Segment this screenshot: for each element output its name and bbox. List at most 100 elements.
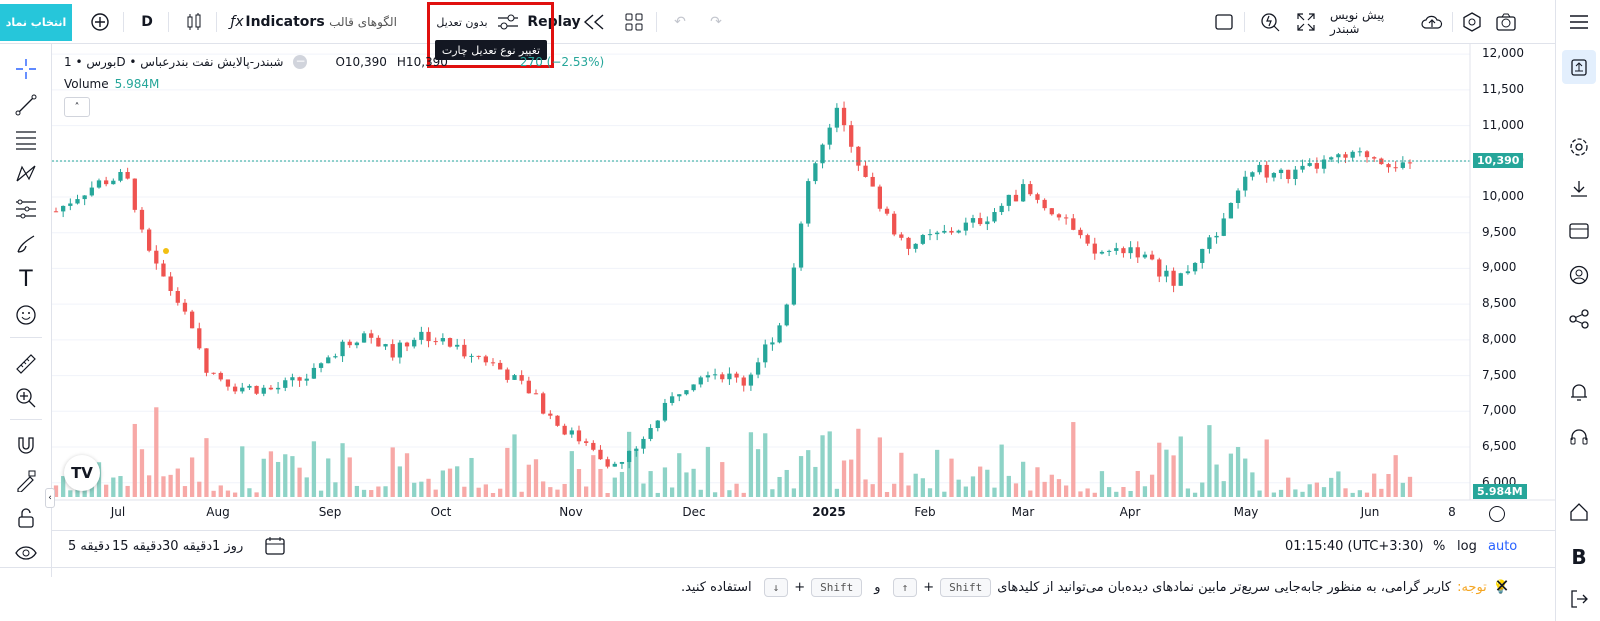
fib-retracement-icon[interactable] bbox=[10, 124, 42, 154]
home-icon[interactable] bbox=[1562, 495, 1596, 529]
collapse-toolbar-handle[interactable]: ‹ bbox=[45, 488, 55, 508]
download-icon[interactable] bbox=[1562, 172, 1596, 206]
volume-bar bbox=[1300, 491, 1305, 497]
fullscreen-frame-icon[interactable] bbox=[1210, 0, 1238, 44]
range-30min[interactable]: 30 دقیقه bbox=[162, 538, 213, 554]
adjustment-settings-icon[interactable] bbox=[494, 0, 522, 44]
crosshair-icon[interactable] bbox=[10, 54, 42, 84]
volume-bar bbox=[369, 490, 374, 497]
watchlist-icon[interactable] bbox=[1562, 50, 1596, 84]
lock-drawing-icon[interactable] bbox=[10, 466, 42, 496]
settings-gear-icon[interactable] bbox=[1562, 130, 1596, 164]
layouts-label[interactable]: الگوهای قالب bbox=[329, 15, 397, 29]
alerts-bell-icon[interactable] bbox=[1562, 375, 1596, 409]
collapse-legend-button[interactable]: ˄ bbox=[64, 97, 90, 117]
publish-label[interactable]: پیش نویس شبندر bbox=[1330, 8, 1385, 36]
cloud-upload-icon[interactable] bbox=[1418, 0, 1446, 44]
candle-body bbox=[490, 362, 496, 364]
user-icon[interactable] bbox=[1562, 258, 1596, 292]
pattern-icon[interactable] bbox=[10, 159, 42, 189]
volume-bar bbox=[304, 477, 309, 497]
eye-icon[interactable] bbox=[10, 538, 42, 568]
volume-bar bbox=[1271, 492, 1277, 497]
expand-icon[interactable] bbox=[1292, 0, 1320, 44]
prediction-tools-icon[interactable] bbox=[10, 194, 42, 224]
share-icon[interactable] bbox=[1562, 302, 1596, 336]
volume-bar bbox=[197, 481, 202, 497]
tradingview-logo[interactable]: TV bbox=[64, 455, 100, 491]
emoji-icon[interactable] bbox=[10, 300, 42, 330]
hide-legend-icon[interactable]: − bbox=[293, 54, 308, 69]
volume-bar bbox=[419, 481, 424, 497]
text-tool-icon[interactable]: T bbox=[19, 266, 33, 292]
date-range-icon[interactable] bbox=[264, 531, 286, 561]
replay-button[interactable]: Replay bbox=[527, 14, 581, 30]
volume-bar bbox=[906, 485, 911, 497]
candle-body bbox=[849, 125, 854, 147]
candle-body bbox=[541, 393, 546, 414]
percent-toggle[interactable]: % bbox=[1433, 538, 1446, 554]
volume-bar bbox=[691, 468, 696, 497]
indicators-button[interactable]: Indicators bbox=[245, 14, 325, 30]
quick-search-icon[interactable] bbox=[1256, 0, 1284, 44]
range-5min[interactable]: 5 دقیقه bbox=[68, 538, 110, 554]
symbol-title[interactable]: بورس • 1D • شبندر-پالایش نفت بندرعباس bbox=[64, 55, 284, 69]
volume-bar bbox=[53, 485, 59, 497]
adjustment-label[interactable]: بدون تعدیل bbox=[436, 15, 488, 29]
compare-add-icon[interactable] bbox=[86, 0, 114, 44]
indicators-icon[interactable]: ƒx bbox=[230, 14, 244, 30]
candle-body bbox=[1006, 194, 1011, 206]
brush-icon[interactable] bbox=[10, 229, 42, 259]
notice-prefix: توجه: bbox=[1457, 580, 1487, 595]
layout-grid-icon[interactable] bbox=[620, 0, 648, 44]
volume-bar bbox=[490, 492, 496, 497]
candle-body bbox=[1386, 164, 1391, 168]
rewind-icon[interactable] bbox=[580, 0, 608, 44]
volume-bar bbox=[684, 472, 689, 497]
settings-hexagon-icon[interactable] bbox=[1458, 0, 1486, 44]
candle-body bbox=[182, 302, 188, 312]
redo-icon[interactable]: ↷ bbox=[710, 14, 722, 30]
range-1day[interactable]: 1 روز bbox=[212, 538, 244, 554]
volume-bar bbox=[698, 489, 703, 497]
time-tick-label: Aug bbox=[206, 505, 230, 519]
card-icon[interactable] bbox=[1562, 214, 1596, 248]
candle-body bbox=[1035, 194, 1040, 200]
volume-bar bbox=[970, 476, 976, 497]
volume-bar bbox=[1128, 490, 1133, 497]
auto-toggle[interactable]: auto bbox=[1488, 538, 1518, 554]
volume-bar bbox=[662, 467, 668, 497]
adjustment-tooltip: تغییر نوع تعدیل چارت bbox=[435, 40, 547, 60]
undo-icon[interactable]: ↶ bbox=[674, 14, 686, 30]
symbol-search-button[interactable]: انتخاب نماد bbox=[0, 4, 72, 41]
axis-settings-icon[interactable] bbox=[1489, 506, 1505, 522]
close-notice-icon[interactable]: ✕ bbox=[1494, 576, 1510, 597]
zoom-in-icon[interactable] bbox=[10, 383, 42, 413]
candle-body bbox=[899, 234, 904, 238]
candle-body bbox=[935, 232, 940, 235]
interval-button[interactable]: D bbox=[141, 14, 153, 30]
candles-icon[interactable] bbox=[180, 0, 208, 44]
magnet-icon[interactable] bbox=[10, 430, 42, 460]
range-15min[interactable]: 15 دقیقه bbox=[112, 538, 163, 554]
lock-icon[interactable] bbox=[10, 503, 42, 533]
exit-icon[interactable] bbox=[1562, 582, 1596, 616]
volume-bar bbox=[426, 478, 431, 497]
log-toggle[interactable]: log bbox=[1457, 538, 1477, 554]
time-tick-label: Dec bbox=[682, 505, 706, 519]
broker-b-icon[interactable]: B bbox=[1571, 545, 1587, 569]
candle-body bbox=[154, 250, 159, 264]
candle-body bbox=[705, 375, 711, 378]
candle-body bbox=[304, 378, 309, 381]
candle-body bbox=[1221, 218, 1226, 236]
timezone-clock[interactable]: 01:15:40 (UTC+3:30) bbox=[1285, 538, 1424, 554]
support-headset-icon[interactable] bbox=[1562, 420, 1596, 454]
ruler-icon[interactable] bbox=[10, 349, 42, 379]
candle-body bbox=[1257, 164, 1262, 173]
volume-bar bbox=[1228, 453, 1234, 497]
volume-bar bbox=[1178, 436, 1183, 497]
camera-icon[interactable] bbox=[1492, 0, 1520, 44]
trend-line-icon[interactable] bbox=[10, 90, 42, 120]
menu-icon[interactable] bbox=[1562, 5, 1596, 39]
